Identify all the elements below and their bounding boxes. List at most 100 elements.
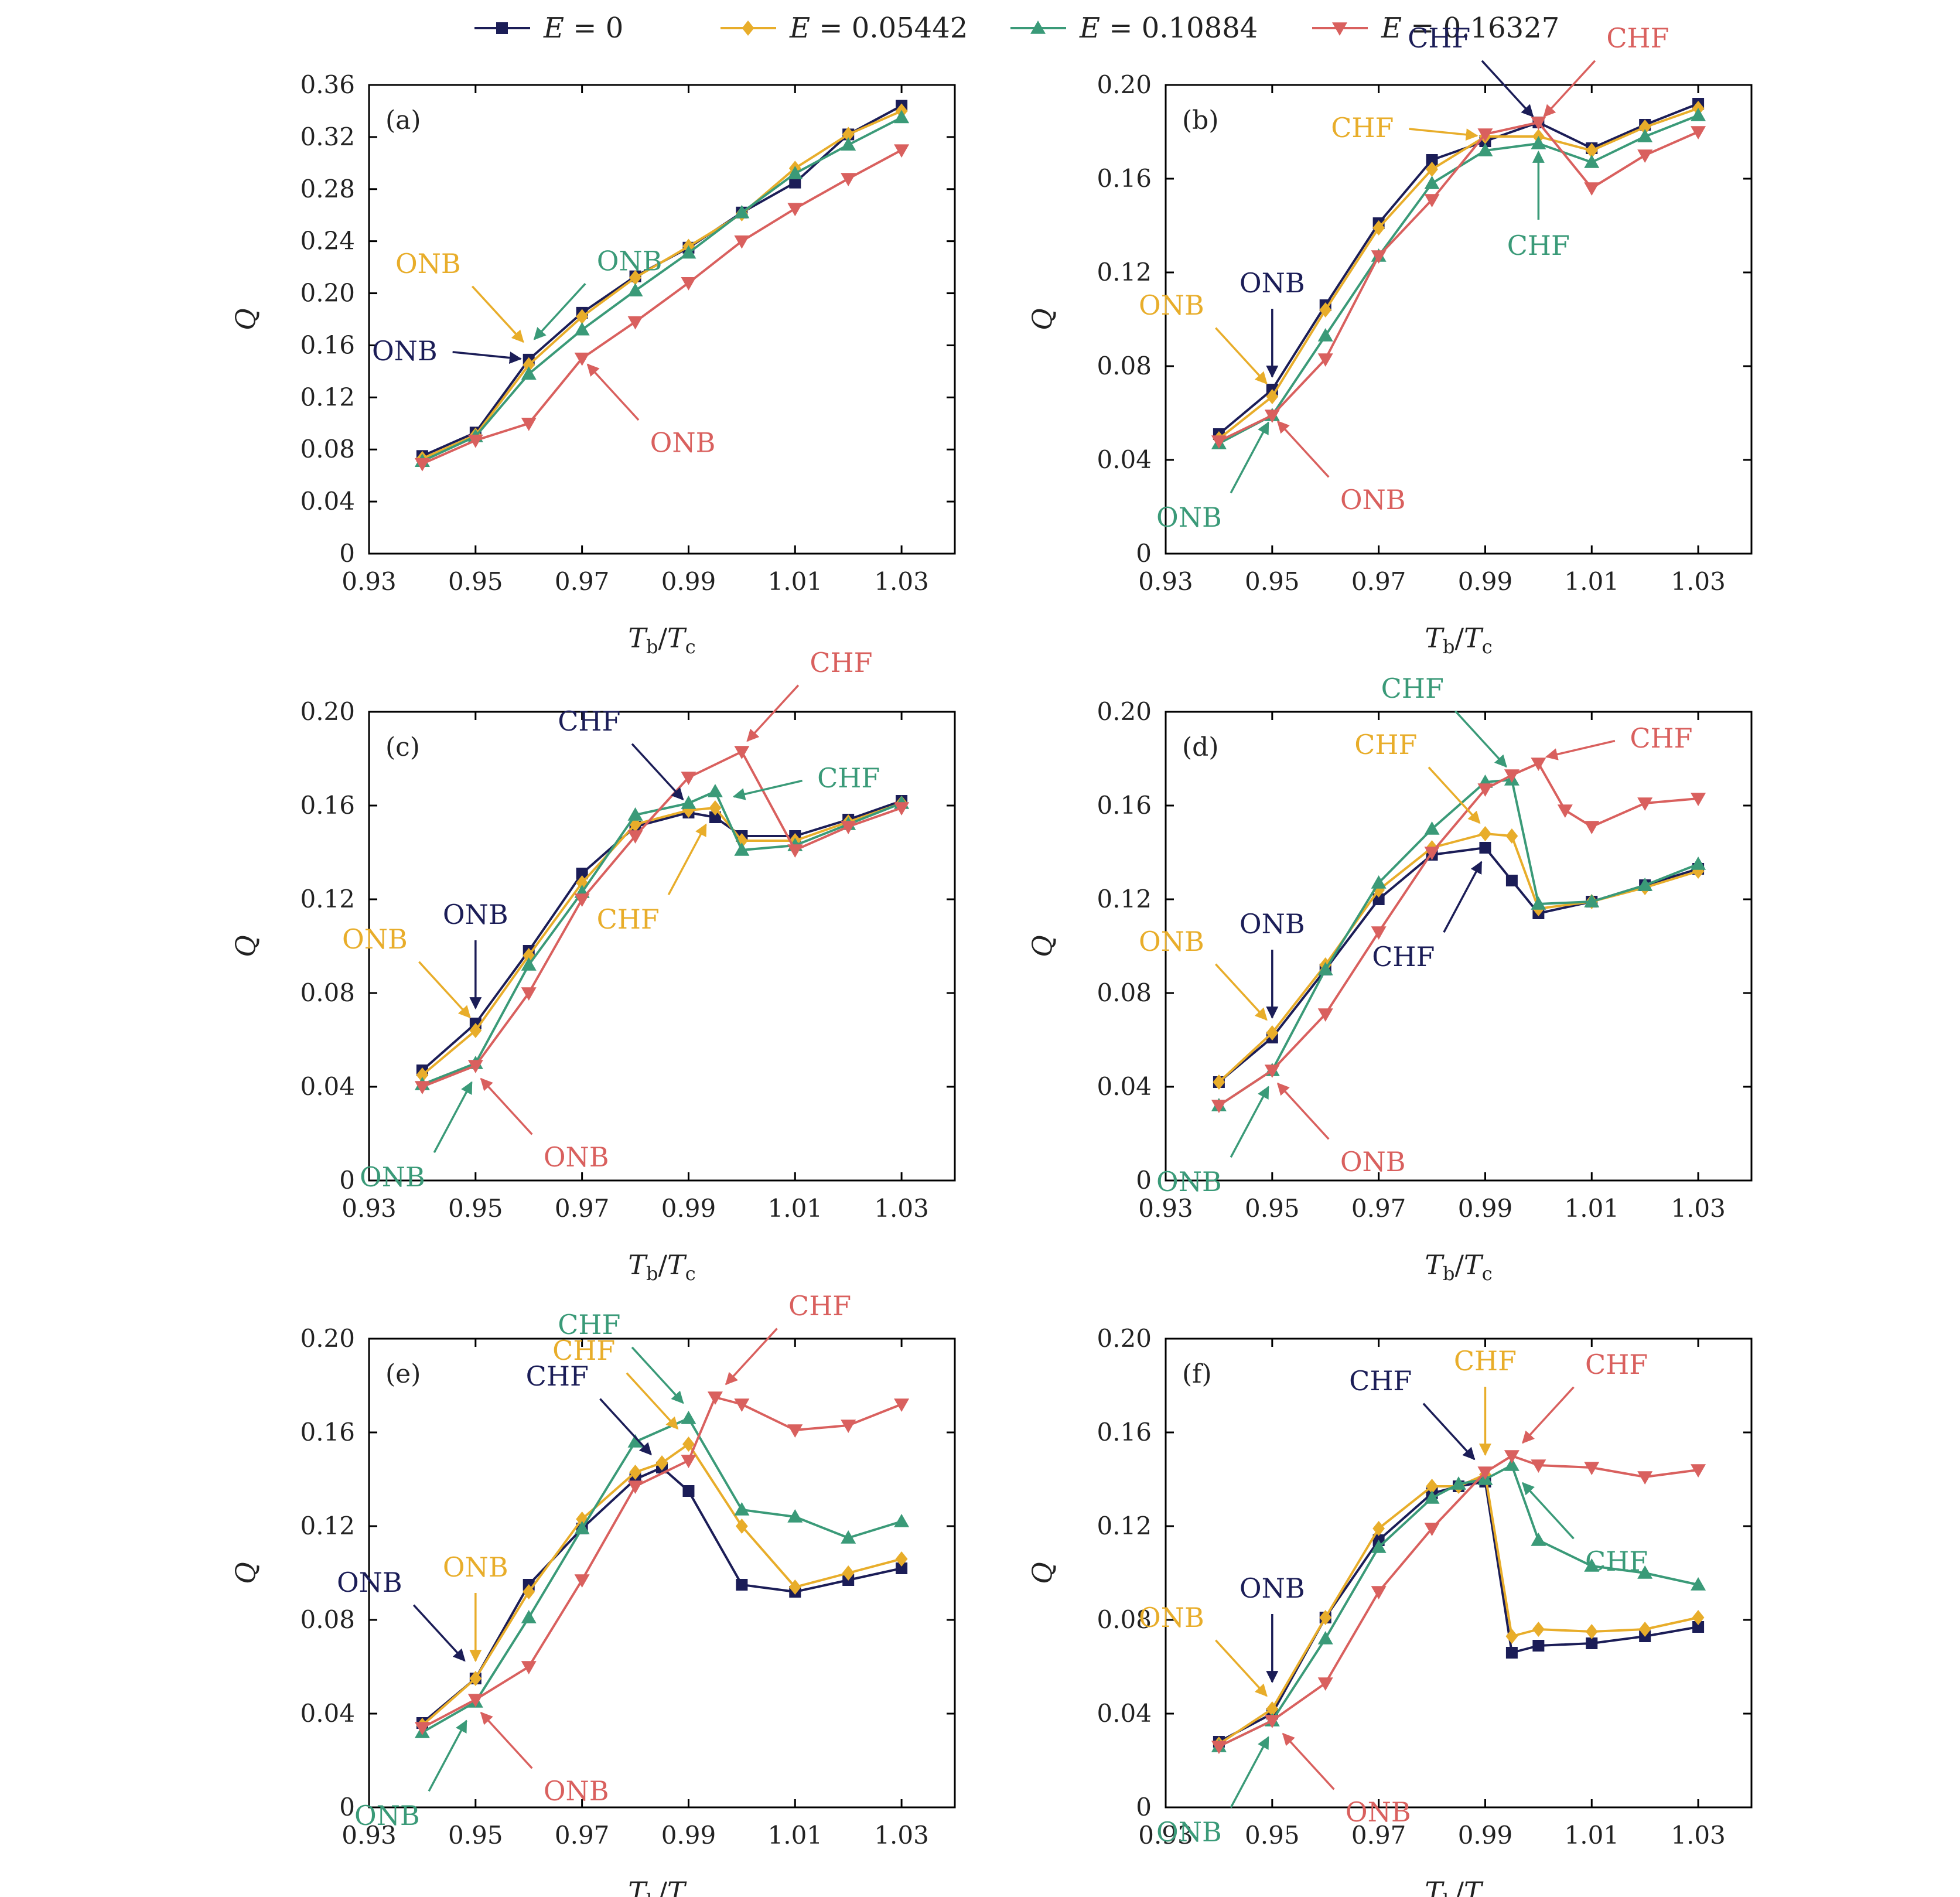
annotation-onb-e-0-16327: ONB (1282, 1732, 1411, 1828)
annotation-onb-e-0: ONB (443, 899, 508, 1010)
data-point (682, 1437, 695, 1452)
data-point (1638, 120, 1651, 135)
y-tick-label: 0.20 (300, 697, 355, 726)
data-point (1637, 878, 1653, 891)
annotation-label: CHF (558, 705, 620, 737)
x-axis-label: Tb/Tc (628, 622, 695, 658)
panel-tag: (c) (385, 732, 420, 762)
plot-frame (1165, 1338, 1753, 1809)
data-point (1637, 149, 1653, 163)
series-line (421, 1417, 902, 1734)
plot-frame (368, 711, 956, 1182)
data-point (416, 1067, 429, 1083)
annotation-onb-e-0: ONB (1239, 1572, 1305, 1684)
annotation-arrow (1276, 420, 1330, 478)
data-point (707, 1391, 723, 1405)
data-point (681, 277, 696, 291)
legend-entry-e-0-05442: E = 0.05442 (721, 12, 968, 45)
data-point (1505, 1647, 1518, 1659)
data-point (627, 1480, 643, 1494)
plot-frame (368, 84, 956, 555)
annotation-arrow (1276, 1082, 1330, 1140)
data-point (1586, 1637, 1598, 1649)
y-tick-label: 0.12 (1097, 885, 1152, 913)
data-point (895, 1551, 908, 1567)
data-point (1532, 1640, 1545, 1652)
data-point (681, 1411, 696, 1424)
x-tick-label: 0.99 (1458, 567, 1513, 596)
annotation-arrow (412, 1604, 466, 1662)
data-point (414, 458, 430, 472)
data-point (1532, 1622, 1545, 1637)
data-point (627, 807, 643, 821)
data-point (1504, 769, 1519, 783)
annotation-arrow (599, 1398, 652, 1456)
x-tick-label: 0.97 (1351, 1194, 1406, 1223)
x-tick-label: 0.95 (448, 1821, 503, 1850)
annotation-label: CHF (558, 1309, 620, 1340)
data-point (1692, 1621, 1705, 1633)
legend: E = 0 E = 0.05442 E = 0.10884 E = 0.16327 (474, 12, 1559, 45)
x-tick-label: 0.97 (1351, 567, 1406, 596)
annotation-onb-e-0-16327: ONB (1276, 1082, 1406, 1178)
data-point (734, 204, 750, 219)
y-tick-label: 0.20 (1097, 697, 1152, 726)
data-point (467, 434, 483, 448)
x-tick-label: 1.03 (1671, 1821, 1726, 1850)
y-tick-label: 0.04 (1097, 445, 1152, 474)
legend-label-e-0-10884: E = 0.10884 (1079, 12, 1258, 45)
annotation-chf-e-0-10884: CHF (558, 1309, 684, 1404)
legend-label-e-0: E = 0 (543, 12, 623, 45)
x-axis-label: Tb/Tc (628, 1876, 695, 1897)
annotation-arrow (1454, 710, 1507, 768)
x-tick-label: 0.95 (448, 567, 503, 596)
annotation-label: CHF (810, 647, 872, 678)
series-e-0-16327 (414, 1391, 910, 1735)
annotation-label: ONB (395, 248, 461, 279)
annotation-label: ONB (443, 899, 508, 930)
x-tick-label: 0.99 (1458, 1194, 1513, 1223)
data-point (682, 1485, 695, 1497)
data-point (1211, 435, 1227, 449)
annotation-label: ONB (443, 1551, 508, 1583)
data-point (1584, 821, 1600, 834)
data-point (521, 987, 537, 1001)
series-e-0-05442 (416, 1437, 908, 1733)
data-point (1691, 1577, 1706, 1591)
annotation-chf-e-0-10884: CHF (1507, 150, 1570, 261)
series-e-0-10884 (414, 1411, 910, 1738)
y-axis-label: Q (1026, 1562, 1058, 1584)
data-point (1372, 893, 1385, 905)
panel-tag: (d) (1182, 732, 1219, 762)
x-tick-label: 0.93 (342, 567, 397, 596)
data-point (1371, 1586, 1387, 1599)
data-point (1531, 117, 1546, 130)
x-tick-label: 0.93 (1138, 1194, 1193, 1223)
annotation-arrow (533, 283, 586, 340)
annotation-label: ONB (1156, 501, 1222, 533)
data-point (1451, 1476, 1466, 1490)
x-tick-label: 0.99 (1458, 1821, 1513, 1850)
data-point (1371, 875, 1387, 889)
data-point (574, 352, 590, 366)
data-point (787, 203, 803, 217)
x-tick-label: 1.03 (874, 1194, 929, 1223)
annotation-arrow (1543, 60, 1596, 118)
annotation-label: ONB (1239, 908, 1305, 940)
annotation-arrow (452, 351, 522, 364)
x-tick-label: 1.01 (768, 1821, 823, 1850)
annotation-arrow (471, 285, 524, 343)
annotation-onb-e-0-10884: ONB (360, 1081, 473, 1193)
annotation-arrow (1230, 1086, 1269, 1158)
data-point (467, 1060, 483, 1073)
series-line (422, 149, 903, 465)
annotation-label: ONB (1139, 289, 1204, 321)
annotation-label: CHF (597, 903, 660, 935)
data-point (1584, 894, 1600, 907)
data-point (469, 1671, 482, 1686)
annotation-chf-e-0-16327: CHF (746, 647, 873, 742)
annotation-label: CHF (1354, 729, 1417, 760)
annotation-arrow (418, 961, 471, 1019)
data-point (787, 1509, 803, 1523)
annotation-arrow (667, 823, 707, 896)
